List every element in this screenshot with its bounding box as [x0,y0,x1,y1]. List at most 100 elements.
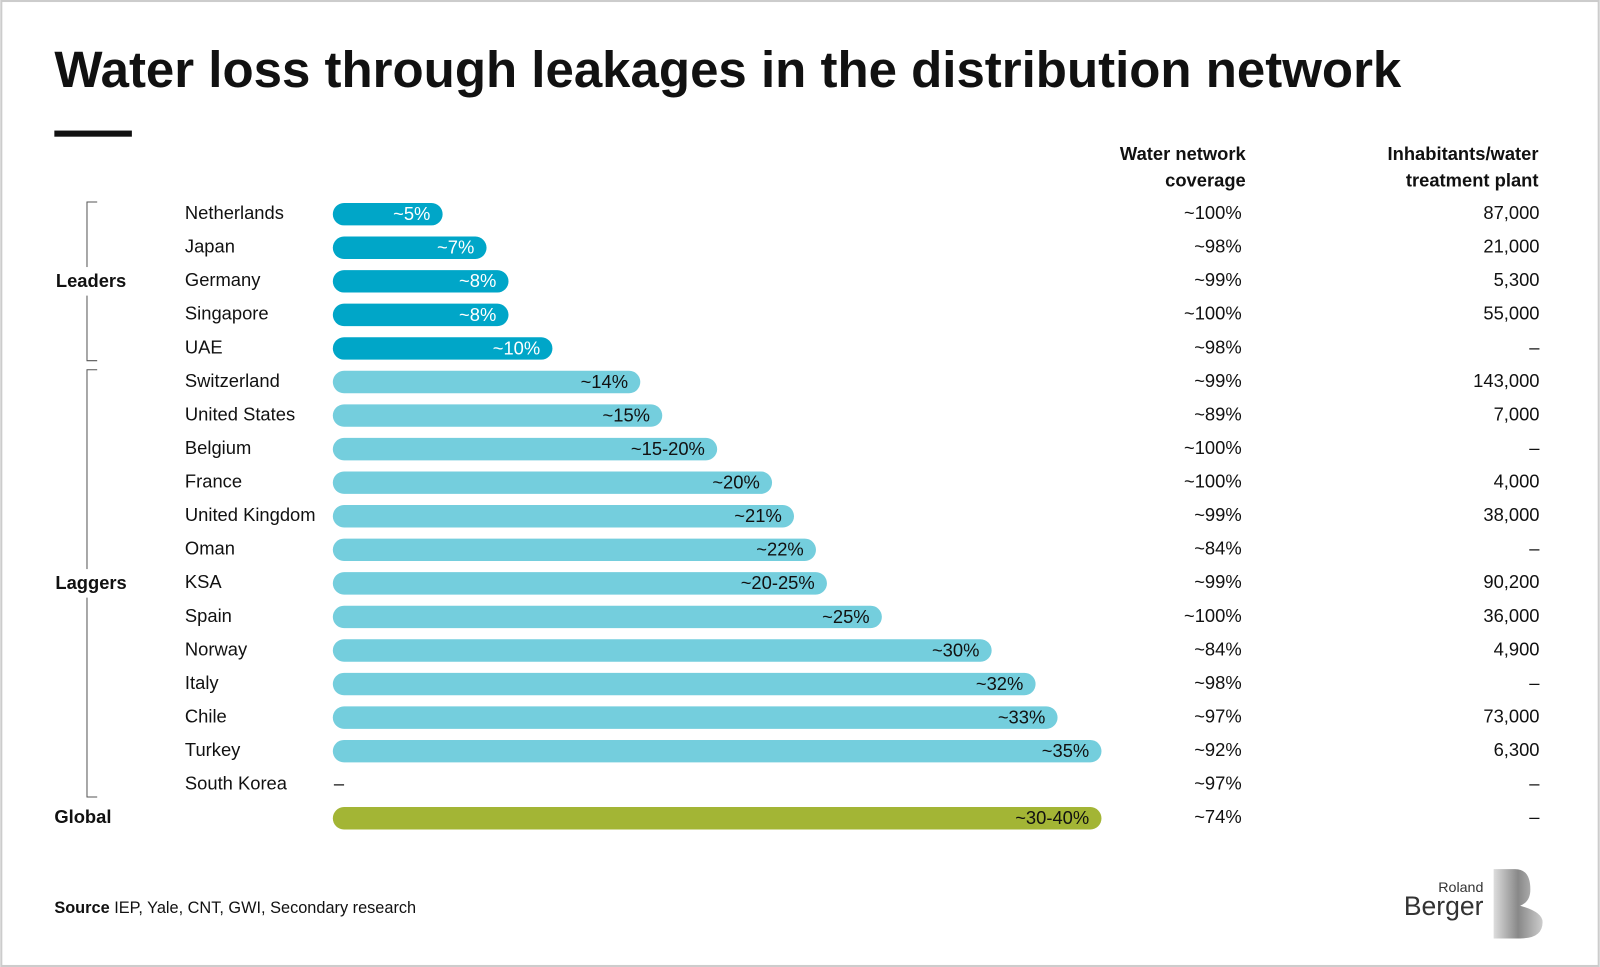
bar [332,739,1102,763]
group-label: Laggers [55,572,126,593]
coverage-cell: ~84% [1194,538,1241,559]
value-label: ~25% [822,606,869,627]
category-label: UAE [185,336,223,357]
category-label: United Kingdom [185,504,316,525]
coverage-cell: ~100% [1184,437,1242,458]
inhabitants-cell: 73,000 [1483,705,1539,726]
logo-text: Roland [1438,880,1483,896]
category-label: Netherlands [185,202,284,223]
inhabitants-cell: 6,300 [1494,739,1540,760]
value-label: ~15-20% [631,438,705,459]
inhabitants-cell: 21,000 [1483,236,1539,257]
value-label: ~5% [393,203,430,224]
bar [332,672,1036,696]
bar [332,337,553,360]
bar [332,807,1102,830]
value-label: ~30% [932,639,979,660]
bar [332,370,641,394]
category-label: Italy [185,672,219,693]
category-label: Oman [185,538,235,559]
group-label: Leaders [56,270,126,291]
bar [332,605,882,629]
logo-mark [1493,869,1543,939]
source-label: Source [54,899,109,917]
coverage-cell: ~100% [1184,471,1242,492]
inhabitants-cell: 90,200 [1483,571,1539,592]
coverage-cell: ~92% [1194,739,1241,760]
value-label: ~33% [998,706,1045,727]
value-label: ~35% [1042,740,1089,761]
coverage-cell: ~98% [1194,336,1241,357]
inhabitants-cell: 55,000 [1483,303,1539,324]
value-label: ~20-25% [741,572,815,593]
category-label: Global [54,806,111,827]
category-label: Belgium [185,437,251,458]
coverage-cell: ~99% [1194,571,1241,592]
column-header: Water network [1120,143,1247,164]
column-header: Inhabitants/water [1388,143,1539,164]
inhabitants-cell: 38,000 [1483,504,1539,525]
bar [332,270,509,293]
inhabitants-cell: – [1529,538,1540,559]
chart-title: Water loss through leakages in the distr… [54,41,1402,98]
coverage-cell: ~74% [1194,806,1241,827]
inhabitants-cell: 143,000 [1473,370,1539,391]
category-label: Switzerland [185,370,280,391]
source: Source IEP, Yale, CNT, GWI, Secondary re… [54,899,416,917]
coverage-cell: ~98% [1194,236,1241,257]
category-label: France [185,471,242,492]
bracket-gap [51,569,133,598]
title-rule [54,130,132,137]
value-label: ~14% [581,371,628,392]
bar [332,404,663,427]
inhabitants-cell: 4,000 [1494,471,1540,492]
inhabitants-cell: – [1529,672,1540,693]
inhabitants-cell: – [1529,773,1540,794]
category-label: KSA [185,571,222,592]
category-label: Turkey [185,739,241,760]
coverage-cell: ~97% [1194,705,1241,726]
inhabitants-cell: 87,000 [1483,202,1539,223]
source-text: IEP, Yale, CNT, GWI, Secondary research [114,899,416,917]
value-label: ~21% [734,505,781,526]
value-label: ~20% [712,472,759,493]
value-label: ~32% [976,673,1023,694]
value-label: ~15% [603,404,650,425]
category-label: Singapore [185,303,269,324]
inhabitants-cell: – [1529,437,1540,458]
bar [332,303,509,327]
bar [332,639,992,662]
bar [332,572,827,595]
category-label: Japan [185,236,235,257]
bar [332,202,443,226]
inhabitants-cell: 4,900 [1494,638,1540,659]
bar [332,505,795,528]
value-label: ~8% [459,304,496,325]
value-label: ~22% [756,539,803,560]
category-label: Norway [185,638,248,659]
bar [332,706,1058,729]
value-label: ~7% [437,237,474,258]
coverage-cell: ~84% [1194,638,1241,659]
inhabitants-cell: – [1529,336,1540,357]
coverage-cell: ~98% [1194,672,1241,693]
value-label: ~10% [493,337,540,358]
column-header: coverage [1165,169,1246,190]
logo-text: Berger [1404,891,1484,921]
value-label: ~30-40% [1015,807,1089,828]
inhabitants-cell: – [1529,806,1540,827]
coverage-cell: ~89% [1194,403,1241,424]
category-label: Spain [185,605,232,626]
coverage-cell: ~97% [1194,773,1241,794]
value-label: ~8% [459,270,496,291]
coverage-cell: ~100% [1184,605,1242,626]
bracket-gap [51,267,133,296]
bar [332,236,487,259]
coverage-cell: ~99% [1194,504,1241,525]
category-label: South Korea [185,773,288,794]
value-label: – [334,773,345,794]
coverage-cell: ~100% [1184,202,1242,223]
